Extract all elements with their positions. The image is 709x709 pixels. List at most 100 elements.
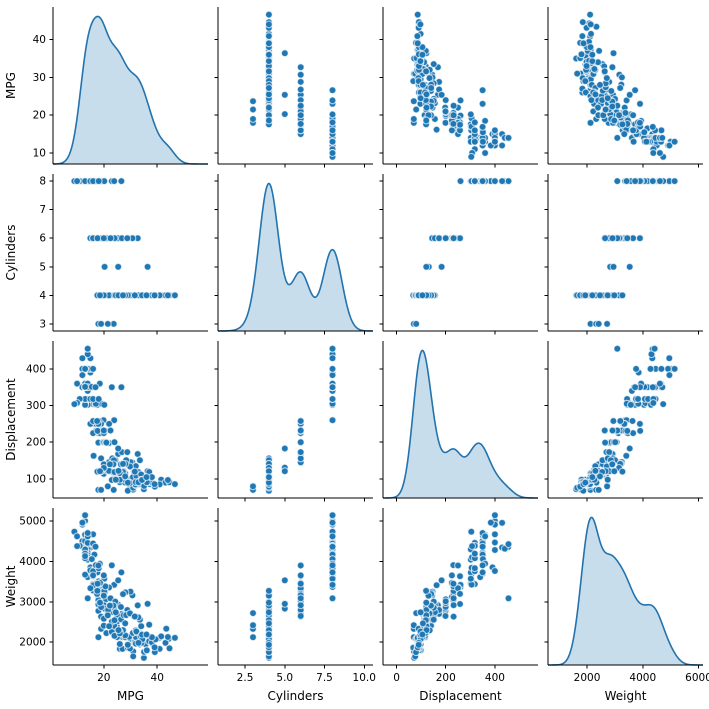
scatter-points	[572, 10, 679, 161]
y-tick-label: 8	[39, 176, 46, 188]
y-tick-label: 20	[33, 110, 46, 122]
x-tick-label: 200	[436, 672, 456, 684]
axis-ticks	[214, 180, 365, 335]
axis-ticks	[49, 180, 158, 335]
axis-spines	[382, 174, 538, 332]
cell-Displacement-vs-MPG: 100 200 300 400	[26, 341, 208, 502]
x-tick-label: 10.0	[353, 672, 376, 684]
kde-cell-Weight: 2000 4000 6000	[544, 508, 709, 684]
axis-ticks	[49, 368, 158, 502]
y-tick-label: 3	[39, 318, 46, 330]
axis-ticks	[379, 520, 496, 669]
x-tick-label: 400	[485, 672, 505, 684]
scatter-points	[249, 10, 337, 161]
scatter-points	[249, 511, 337, 662]
y-axis-label-MPG: MPG	[4, 72, 18, 99]
kde-curve	[218, 182, 373, 332]
axis-spines	[382, 341, 538, 499]
scatter-points	[409, 177, 513, 328]
axis-spines	[217, 341, 373, 499]
x-axis-label-Displacement: Displacement	[419, 689, 502, 703]
axis-spines	[382, 508, 538, 666]
axis-spines	[382, 7, 538, 165]
axis-spines	[217, 508, 373, 666]
axis-spines	[52, 341, 208, 499]
x-tick-label: 2000	[574, 672, 601, 684]
y-tick-label: 30	[33, 72, 46, 84]
cell-MPG-vs-Displacement	[379, 7, 538, 168]
kde-area	[548, 517, 703, 665]
cell-Displacement-vs-Cylinders	[214, 341, 373, 502]
cell-Cylinders-vs-MPG: 3 4 5 6 7 8	[39, 174, 208, 335]
scatter-points	[70, 511, 179, 662]
cell-Cylinders-vs-Weight	[544, 174, 703, 335]
axis-spines	[547, 341, 703, 499]
kde-area	[218, 183, 373, 331]
y-axis-label-Weight: Weight	[4, 565, 18, 607]
axis-ticks	[379, 180, 496, 335]
x-axis-label-MPG: MPG	[117, 689, 144, 703]
y-tick-label: 7	[39, 204, 46, 216]
y-tick-label: 400	[26, 363, 46, 375]
x-tick-label: 5.0	[276, 672, 293, 684]
kde-curve	[52, 15, 208, 165]
axis-spines	[52, 7, 208, 165]
axis-ticks	[214, 39, 365, 168]
y-tick-label: 5000	[19, 515, 46, 527]
axis-ticks	[49, 520, 158, 669]
kde-curve	[548, 516, 703, 666]
scatter-points	[249, 344, 337, 495]
scatter-points	[572, 344, 679, 495]
axis-ticks	[214, 520, 365, 669]
y-tick-label: 2000	[19, 637, 46, 649]
x-tick-label: 6000	[685, 672, 709, 684]
axis-ticks	[544, 520, 700, 669]
axis-spines	[52, 508, 208, 666]
axis-spines	[217, 7, 373, 165]
x-tick-label: 20	[97, 672, 110, 684]
kde-area	[53, 16, 208, 165]
axis-spines	[52, 174, 208, 332]
y-axis-label-Displacement: Displacement	[4, 378, 18, 461]
axis-spines	[547, 7, 703, 165]
kde-cell-Cylinders	[214, 174, 373, 335]
kde-area	[383, 350, 538, 498]
kde-curve	[383, 349, 538, 499]
axis-ticks	[49, 39, 158, 168]
cell-Weight-vs-Displacement: 0 200 400	[379, 508, 538, 684]
cell-Weight-vs-Cylinders: 2.5 5.0 7.5 10.0	[214, 508, 376, 684]
cell-Displacement-vs-Weight	[544, 341, 703, 502]
axis-spines	[547, 508, 703, 666]
axis-spines	[217, 174, 373, 332]
y-tick-label: 3000	[19, 596, 46, 608]
scatter-points	[70, 344, 179, 495]
y-tick-label: 200	[26, 437, 46, 449]
y-tick-label: 4000	[19, 556, 46, 568]
kde-cell-MPG: 10 20 30 40	[33, 7, 208, 168]
y-tick-label: 40	[33, 34, 46, 46]
scatter-points	[572, 177, 679, 328]
scatter-points	[409, 511, 513, 662]
axis-ticks	[379, 368, 496, 502]
x-tick-label: 7.5	[316, 672, 333, 684]
scatter-points	[70, 177, 179, 328]
axis-ticks	[379, 39, 496, 168]
cell-Weight-vs-MPG: 2000 3000 4000 5000 20 40	[19, 508, 208, 684]
cell-Cylinders-vs-Displacement	[379, 174, 538, 335]
x-tick-label: 40	[151, 672, 164, 684]
axis-ticks	[214, 368, 365, 502]
y-tick-label: 5	[39, 261, 46, 273]
cell-MPG-vs-Cylinders	[214, 7, 373, 168]
y-tick-label: 4	[39, 290, 46, 302]
axis-ticks	[544, 180, 700, 335]
x-tick-label: 0	[393, 672, 400, 684]
y-tick-label: 10	[33, 148, 46, 160]
x-axis-label-Cylinders: Cylinders	[268, 689, 324, 703]
x-axis-label-Weight: Weight	[605, 689, 647, 703]
y-tick-label: 6	[39, 233, 46, 245]
y-tick-label: 300	[26, 400, 46, 412]
cell-MPG-vs-Weight	[544, 7, 703, 168]
